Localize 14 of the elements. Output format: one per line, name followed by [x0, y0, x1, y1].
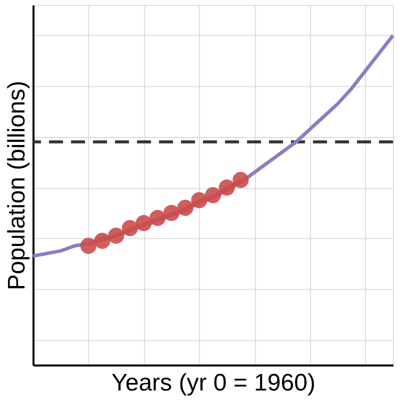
point [136, 214, 152, 232]
point [177, 200, 194, 216]
x-axis-title: Years (yr 0 = 1960) [112, 370, 316, 396]
point [163, 204, 180, 221]
point [108, 228, 124, 244]
point [94, 232, 110, 249]
point [232, 172, 249, 188]
point [122, 220, 138, 236]
point [191, 192, 208, 208]
point [204, 187, 222, 204]
point [150, 210, 166, 226]
point [80, 238, 96, 254]
y-axis-title: Population (billions) [4, 80, 30, 290]
point [218, 179, 235, 196]
